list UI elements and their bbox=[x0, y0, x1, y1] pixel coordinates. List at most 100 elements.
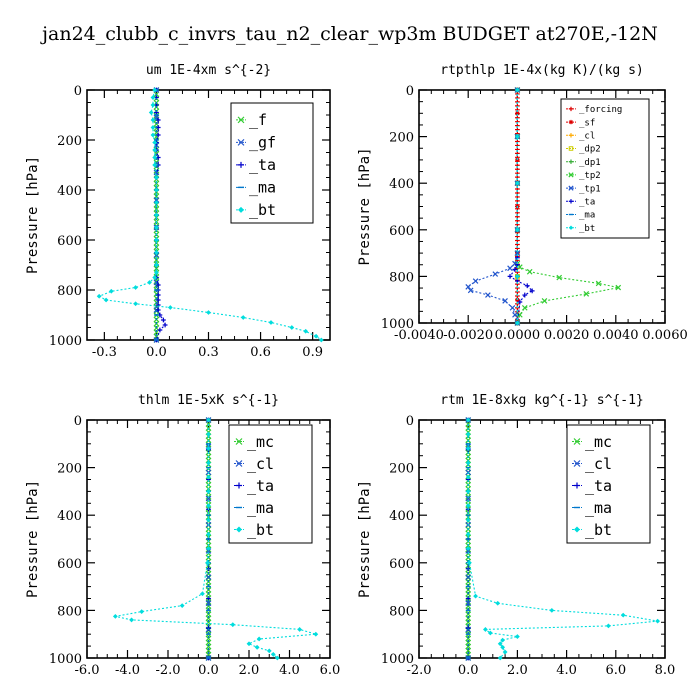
legend-marker bbox=[237, 116, 245, 124]
y-axis-label: Pressure [hPa] bbox=[357, 480, 373, 598]
data-point bbox=[205, 560, 210, 566]
data-point bbox=[133, 301, 138, 307]
x-tick-label: 0.0060 bbox=[642, 328, 688, 343]
data-point bbox=[465, 495, 472, 502]
data-point bbox=[150, 132, 156, 138]
panel-rtm: rtm 1E-8xkg kg^{-1} s^{-1} Pressure [hPa]… bbox=[357, 393, 675, 678]
x-tick-label: 0.6 bbox=[250, 345, 271, 360]
x-tick-label: 4.0 bbox=[556, 663, 577, 678]
data-point bbox=[515, 87, 520, 93]
data-point bbox=[515, 274, 520, 279]
data-point bbox=[206, 417, 211, 423]
data-point bbox=[153, 265, 160, 272]
data-point bbox=[303, 328, 309, 334]
panel-title: rtpthlp 1E-4x(kg K)/(kg s) bbox=[440, 63, 644, 78]
data-point bbox=[297, 627, 303, 632]
data-point bbox=[502, 649, 508, 655]
data-point bbox=[465, 503, 471, 509]
legend-label: _ma bbox=[247, 499, 274, 517]
x-tick-label: 2.0 bbox=[507, 663, 528, 678]
legend-box bbox=[230, 102, 314, 224]
data-point bbox=[620, 612, 626, 618]
data-point bbox=[152, 140, 158, 145]
y-tick-label: 800 bbox=[57, 604, 82, 619]
legend-marker bbox=[568, 172, 574, 178]
data-point bbox=[512, 312, 518, 318]
data-point bbox=[154, 175, 159, 180]
data-point bbox=[266, 648, 272, 654]
x-tick-label: 2.0 bbox=[239, 663, 260, 678]
legend-marker bbox=[235, 460, 243, 467]
data-point bbox=[583, 291, 590, 297]
data-point bbox=[154, 225, 159, 230]
legend-label: _dp1 bbox=[579, 158, 601, 168]
legend-label: _cl bbox=[247, 455, 274, 473]
x-tick-label: 0.0000 bbox=[495, 328, 541, 343]
series-line bbox=[467, 90, 518, 324]
data-point bbox=[152, 275, 158, 280]
data-point bbox=[139, 609, 145, 614]
data-point bbox=[206, 446, 211, 451]
data-point bbox=[515, 227, 520, 233]
data-point bbox=[230, 622, 236, 628]
legend-label: _cl bbox=[579, 131, 595, 141]
legend-marker bbox=[573, 460, 581, 467]
data-point bbox=[206, 517, 211, 523]
data-point bbox=[524, 283, 530, 289]
y-tick-label: 800 bbox=[57, 284, 82, 299]
data-point bbox=[465, 446, 471, 451]
y-tick-label: 800 bbox=[389, 604, 414, 619]
x-tick-label: 0.0 bbox=[146, 345, 167, 360]
data-point bbox=[313, 631, 319, 637]
data-point bbox=[497, 655, 503, 661]
data-point bbox=[96, 293, 102, 299]
data-point bbox=[595, 280, 602, 287]
y-tick-label: 600 bbox=[389, 224, 414, 239]
data-point bbox=[150, 102, 156, 108]
y-axis-label: Pressure [hPa] bbox=[25, 156, 41, 274]
data-point bbox=[517, 264, 523, 270]
legend: _mc _cl _ta _ma _bt bbox=[228, 424, 313, 544]
data-point bbox=[472, 278, 479, 284]
legend-label: _mc bbox=[247, 433, 274, 451]
y-tick-label: 600 bbox=[389, 557, 414, 572]
data-point bbox=[150, 95, 156, 100]
legend-marker bbox=[568, 225, 574, 230]
y-tick-label: 400 bbox=[389, 177, 414, 192]
data-point bbox=[473, 593, 478, 599]
data-point bbox=[154, 187, 159, 193]
y-tick-label: 1000 bbox=[381, 652, 414, 667]
data-point bbox=[133, 285, 138, 290]
legend-label: _dp2 bbox=[579, 145, 601, 155]
data-point bbox=[465, 489, 471, 494]
legend-label: _ta bbox=[247, 477, 274, 495]
series-ma bbox=[465, 419, 471, 659]
legend: _forcing _sf _cl _dp2 _dp1 _tp2 _tp1 _ta _ma _bt bbox=[560, 98, 650, 239]
y-tick-label: 600 bbox=[57, 557, 82, 572]
panel-title: um 1E-4xm s^{-2} bbox=[146, 63, 271, 78]
x-tick-label: 0.0 bbox=[458, 663, 479, 678]
legend: _mc _cl _ta _ma _bt bbox=[566, 424, 651, 544]
data-point bbox=[268, 320, 274, 325]
data-point bbox=[153, 169, 160, 176]
data-point bbox=[465, 531, 471, 537]
legend-label: _ma bbox=[249, 179, 276, 197]
data-point bbox=[615, 284, 622, 291]
data-point bbox=[465, 546, 471, 551]
data-point bbox=[154, 262, 159, 268]
data-point bbox=[154, 250, 159, 255]
data-point bbox=[556, 274, 563, 281]
data-point bbox=[148, 110, 154, 115]
data-point bbox=[515, 134, 520, 139]
data-point bbox=[103, 297, 109, 303]
x-tick-label: 0.9 bbox=[302, 345, 323, 360]
data-point bbox=[485, 292, 491, 298]
panel-um: um 1E-4xm s^{-2} Pressure [hPa] -0.3 0.0 0.3… bbox=[25, 63, 331, 360]
y-tick-label: 1000 bbox=[49, 652, 82, 667]
data-point bbox=[487, 630, 493, 636]
data-point bbox=[254, 644, 260, 650]
legend-marker bbox=[235, 438, 243, 445]
data-point bbox=[160, 317, 166, 323]
data-point bbox=[200, 591, 205, 597]
